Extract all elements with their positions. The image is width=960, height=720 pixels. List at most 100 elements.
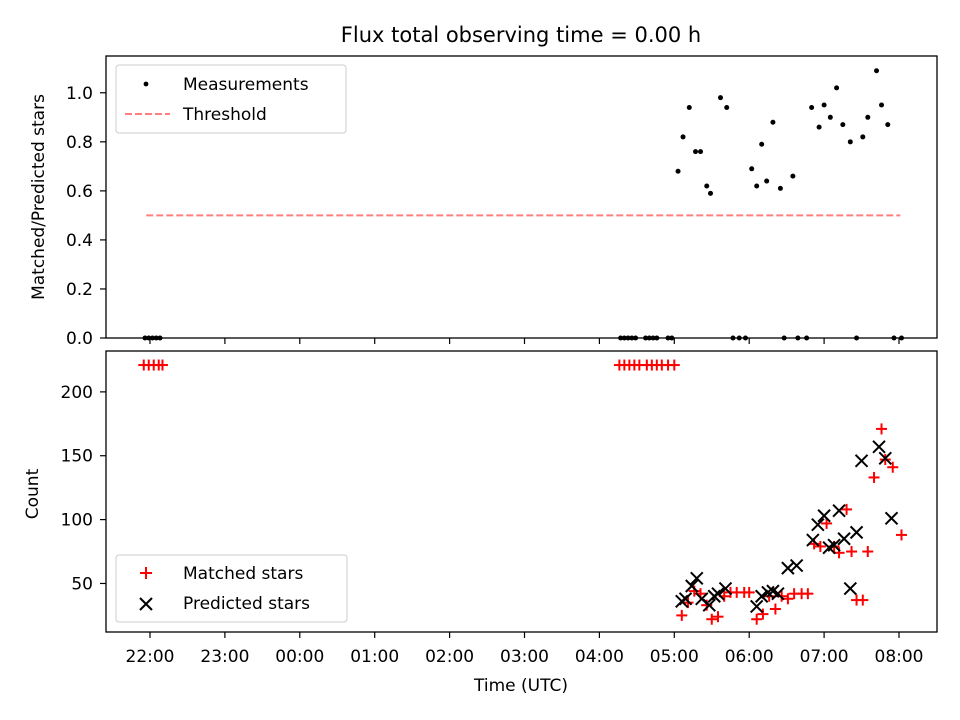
predicted-star-point [678, 592, 693, 606]
bottom-x-axis-ticks: 22:00 23:00 00:00 01:00 02:00 03:00 04:00 05:00… [126, 632, 924, 667]
predicted-star-point [878, 451, 892, 465]
matched-star-point [757, 608, 769, 620]
predicted-star-point [806, 533, 820, 547]
matched-star-point [895, 529, 907, 541]
matched-star-point [156, 359, 168, 371]
matched-star-point [802, 588, 814, 600]
measurement-points [142, 68, 904, 341]
measurement-point [654, 335, 660, 341]
matched-star-point [814, 540, 826, 552]
matched-star-point [769, 603, 781, 615]
legend-matched-label: Matched stars [183, 564, 303, 584]
bottom-xtick-label: 07:00 [800, 647, 849, 667]
top-legend-box [115, 64, 347, 134]
matched-star-point [862, 546, 874, 558]
predicted-star-point [711, 586, 725, 601]
measurement-point [754, 183, 760, 189]
predicted-star-point [849, 525, 864, 540]
matched-star-point [887, 461, 899, 473]
measurement-point [764, 178, 770, 184]
bottom-y-axis-ticks: 50 100 150 200 [61, 383, 106, 594]
top-ytick-label: 0.2 [66, 280, 93, 300]
measurement-point [781, 335, 787, 341]
predicted-star-point [827, 538, 841, 552]
measurement-point [891, 335, 897, 341]
measurement-point [693, 149, 699, 155]
predicted-star-point [702, 598, 716, 612]
measurement-point [142, 335, 148, 341]
matched-star-point [751, 613, 763, 625]
matched-star-point [676, 609, 688, 621]
measurement-point [885, 122, 891, 128]
predicted-star-point [854, 454, 869, 468]
top-legend: Measurements Threshold [115, 64, 347, 134]
measurement-point [643, 335, 649, 341]
measurement-point [827, 114, 833, 120]
predicted-stars-points [675, 440, 899, 614]
measurement-point [821, 102, 827, 108]
matched-star-point [743, 586, 755, 598]
measurement-point [736, 335, 742, 341]
measurement-point [865, 114, 871, 120]
measurement-point [790, 173, 796, 179]
predicted-star-point [872, 440, 886, 454]
measurement-point [879, 102, 885, 108]
measurement-point [834, 85, 840, 91]
bottom-xtick-label: 08:00 [875, 647, 924, 667]
measurement-point [717, 95, 723, 101]
measurement-point [646, 335, 652, 341]
bottom-ytick-label: 200 [61, 383, 93, 403]
bottom-xtick-label: 05:00 [650, 647, 699, 667]
legend-threshold-label: Threshold [182, 105, 267, 125]
top-ytick-label: 0.8 [66, 133, 93, 153]
measurement-point [770, 119, 776, 125]
bottom-ytick-label: 50 [71, 574, 93, 594]
matched-star-point [868, 471, 880, 483]
measurement-point [840, 122, 846, 128]
top-y-axis-ticks: 0.0 0.2 0.4 0.6 0.8 1.0 [66, 84, 106, 349]
bottom-ytick-label: 100 [61, 511, 93, 531]
measurement-point [860, 134, 866, 140]
bottom-xtick-label: 01:00 [350, 647, 399, 667]
bottom-xtick-label: 02:00 [425, 647, 474, 667]
measurement-point [665, 335, 671, 341]
bottom-xtick-label: 00:00 [275, 647, 324, 667]
measurement-point [629, 335, 635, 341]
measurement-point [704, 183, 710, 189]
legend-predicted-marker [139, 597, 153, 611]
matched-star-point [846, 546, 858, 558]
measurement-point [730, 335, 736, 341]
measurement-point [680, 134, 686, 140]
matched-star-point [841, 503, 853, 515]
matched-star-point [821, 517, 833, 529]
bottom-y-axis-label: Count [23, 468, 43, 519]
measurement-point [698, 149, 704, 155]
predicted-star-point [718, 581, 733, 596]
measurement-point [804, 335, 810, 341]
legend-measurements-marker [143, 81, 149, 87]
measurement-point [146, 335, 152, 341]
measurement-point [157, 335, 163, 341]
bottom-xtick-label: 04:00 [575, 647, 624, 667]
matched-star-point [712, 611, 724, 623]
top-y-axis-label: Matched/Predicted stars [29, 94, 49, 300]
bottom-legend-box [115, 554, 348, 623]
measurement-point [777, 185, 783, 191]
top-ytick-label: 1.0 [66, 84, 93, 104]
measurement-point [650, 335, 656, 341]
bottom-x-axis-label: Time (UTC) [473, 676, 568, 696]
measurement-point [809, 104, 815, 110]
measurement-point [618, 335, 624, 341]
top-ytick-label: 0.0 [66, 329, 93, 349]
bottom-xtick-label: 03:00 [500, 647, 549, 667]
top-x-axis-ticks [149, 338, 900, 344]
measurement-point [669, 335, 675, 341]
predicted-star-point [685, 579, 699, 593]
matched-star-point [668, 359, 680, 371]
measurement-point [153, 335, 159, 341]
predicted-star-point [884, 511, 899, 526]
measurement-point [742, 335, 748, 341]
legend-matched-marker [140, 567, 152, 579]
measurement-point [686, 104, 692, 110]
